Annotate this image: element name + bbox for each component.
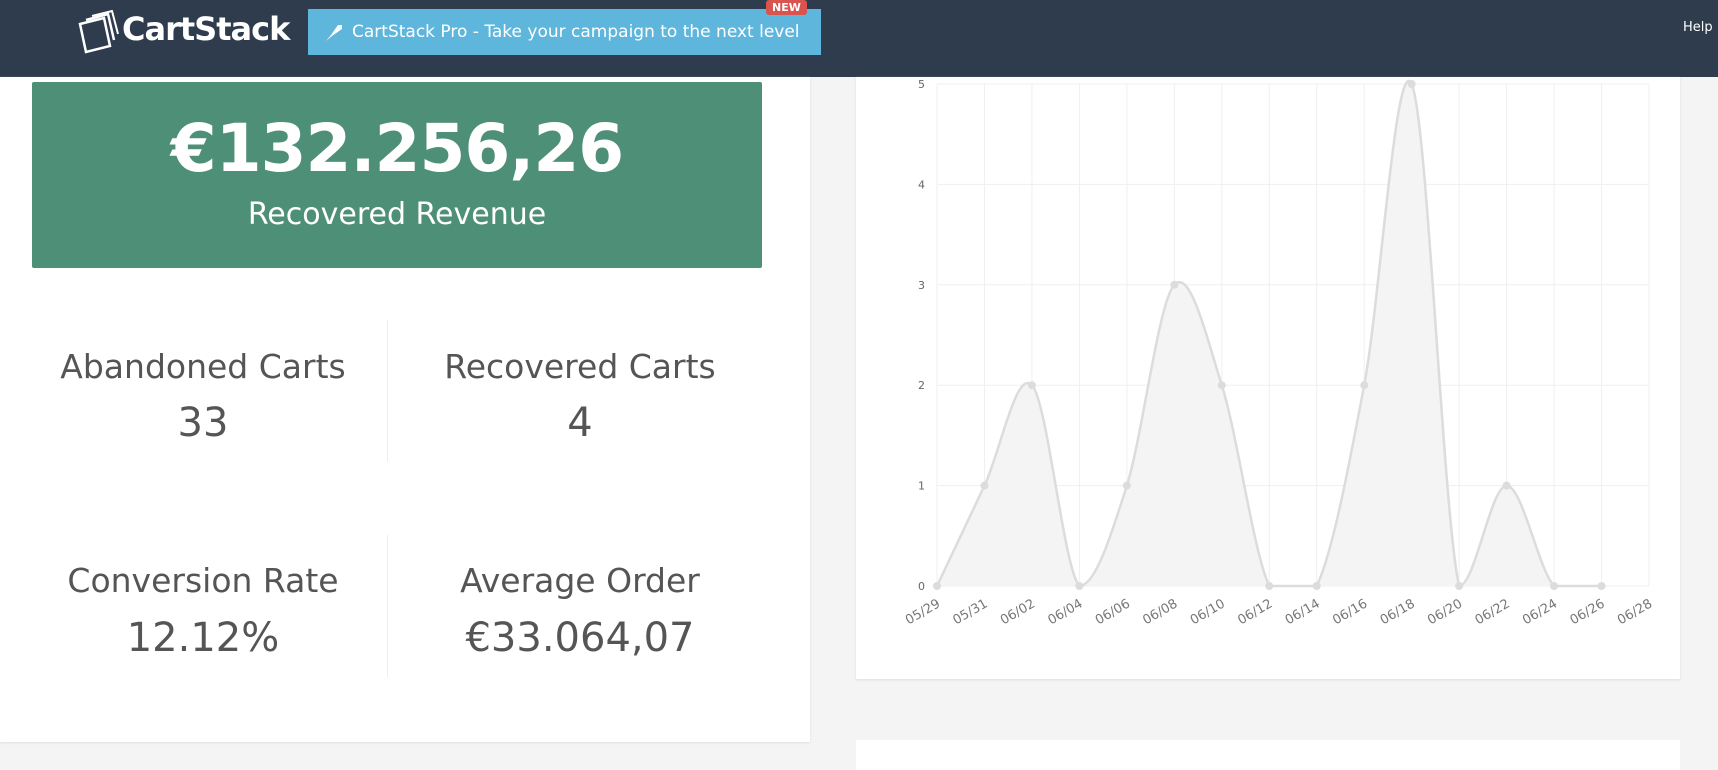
x-tick-label: 06/12 xyxy=(1235,596,1275,628)
stat-value: €33.064,07 xyxy=(465,615,695,661)
divider xyxy=(387,535,388,677)
y-tick-label: 5 xyxy=(918,78,925,91)
header: CartStack CartStack Pro - Take your camp… xyxy=(0,0,1718,77)
promo-button[interactable]: CartStack Pro - Take your campaign to th… xyxy=(308,9,821,55)
point xyxy=(1312,582,1321,590)
point xyxy=(980,481,989,490)
new-badge: NEW xyxy=(766,0,807,15)
stat-label: Recovered Carts xyxy=(444,347,716,386)
divider xyxy=(387,320,388,462)
stat-value: 33 xyxy=(177,400,229,446)
x-tick-label: 06/08 xyxy=(1140,596,1180,628)
revenue-value: €132.256,26 xyxy=(170,110,624,187)
y-tick-label: 0 xyxy=(918,580,925,593)
y-tick-label: 1 xyxy=(918,480,925,493)
stat-label: Abandoned Carts xyxy=(60,347,346,386)
revenue-box xyxy=(32,82,762,268)
x-tick-label: 06/06 xyxy=(1093,596,1133,628)
x-tick-label: 06/20 xyxy=(1425,596,1465,628)
help-link[interactable]: Help xyxy=(1683,20,1713,35)
point xyxy=(1265,582,1274,590)
card xyxy=(856,740,1680,770)
point xyxy=(1597,582,1606,590)
point xyxy=(933,582,941,590)
revenue-label: Recovered Revenue xyxy=(247,197,547,232)
rocket-icon xyxy=(326,25,342,41)
point xyxy=(1122,481,1131,490)
point xyxy=(1455,582,1464,590)
x-tick-label: 06/26 xyxy=(1568,596,1608,628)
point xyxy=(1170,280,1179,289)
point xyxy=(1217,381,1226,390)
area xyxy=(937,80,1602,586)
stat-value: 12.12% xyxy=(126,615,280,661)
x-tick-label: 06/22 xyxy=(1473,596,1513,628)
x-tick-label: 06/28 xyxy=(1615,596,1655,628)
x-tick-label: 06/10 xyxy=(1188,596,1228,628)
y-tick-label: 4 xyxy=(918,178,925,191)
x-tick-label: 06/24 xyxy=(1520,596,1560,628)
point xyxy=(1550,582,1559,590)
chart-card: 0 1 2 3 4 5 05/29 05/31 06/02 06/04 06/06 06/08 06/1… xyxy=(856,77,1680,679)
stat-value: 4 xyxy=(567,400,593,446)
x-tick-label: 06/16 xyxy=(1330,596,1370,628)
x-tick-label: 06/14 xyxy=(1283,596,1323,628)
point xyxy=(1027,381,1036,390)
x-tick-label: 06/02 xyxy=(998,596,1038,628)
point xyxy=(1407,80,1416,88)
y-tick-label: 3 xyxy=(918,279,925,292)
x-tick-label: 06/04 xyxy=(1045,596,1085,628)
y-tick-label: 2 xyxy=(918,379,925,392)
stat-label: Conversion Rate xyxy=(67,561,339,600)
point xyxy=(1360,381,1369,390)
point xyxy=(1502,481,1511,490)
x-tick-label: 05/31 xyxy=(951,596,991,628)
point xyxy=(1075,582,1084,590)
x-tick-label: 05/29 xyxy=(903,596,943,628)
logo[interactable]: CartStack xyxy=(122,10,290,48)
x-tick-label: 06/18 xyxy=(1378,596,1418,628)
logo-icon xyxy=(78,10,119,54)
stat-label: Average Order xyxy=(460,561,700,600)
